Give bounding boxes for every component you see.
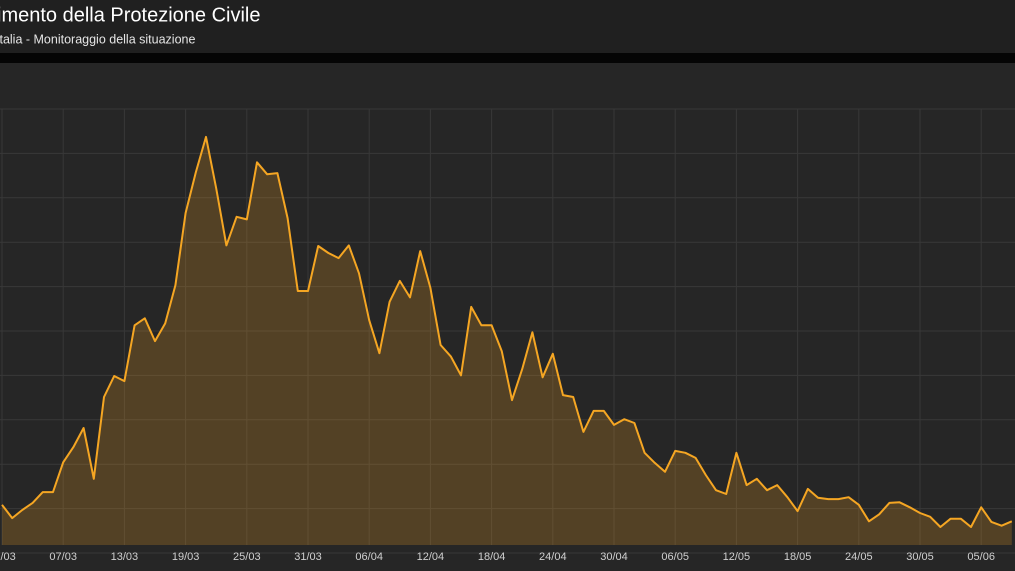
x-tick-label: 18/05: [784, 551, 812, 563]
x-tick-label: 30/04: [600, 551, 628, 563]
area-fill: [2, 136, 1012, 545]
chart-background: [0, 63, 1015, 571]
header-divider: [0, 53, 1015, 63]
x-tick-label: 24/05: [845, 551, 873, 563]
x-tick-label: 12/05: [723, 551, 751, 563]
page-title: imento della Protezione Civile: [0, 4, 260, 26]
plot: 01/03 07/03 13/03 19/03 25/03 31/03 06/04 12/04…: [0, 108, 1015, 563]
header-bar: [0, 0, 1015, 53]
page-subtitle: Italia - Monitoraggio della situazione: [0, 32, 195, 46]
x-tick-label: 30/05: [906, 551, 934, 563]
x-tick-label: 05/06: [967, 551, 995, 563]
x-tick-label: 12/04: [417, 551, 445, 563]
x-tick-label: 24/04: [539, 551, 567, 563]
x-tick-label: 31/03: [294, 551, 322, 563]
x-tick-label: 25/03: [233, 551, 261, 563]
x-tick-label: 13/03: [111, 551, 139, 563]
x-tick-label: 06/05: [661, 551, 689, 563]
x-tick-label: 19/03: [172, 551, 200, 563]
x-tick-label: 06/04: [355, 551, 383, 563]
x-tick-label: 18/04: [478, 551, 506, 563]
x-tick-label: 07/03: [49, 551, 77, 563]
x-tick-label: 01/03: [0, 551, 16, 563]
series-line: [1, 135, 1013, 528]
